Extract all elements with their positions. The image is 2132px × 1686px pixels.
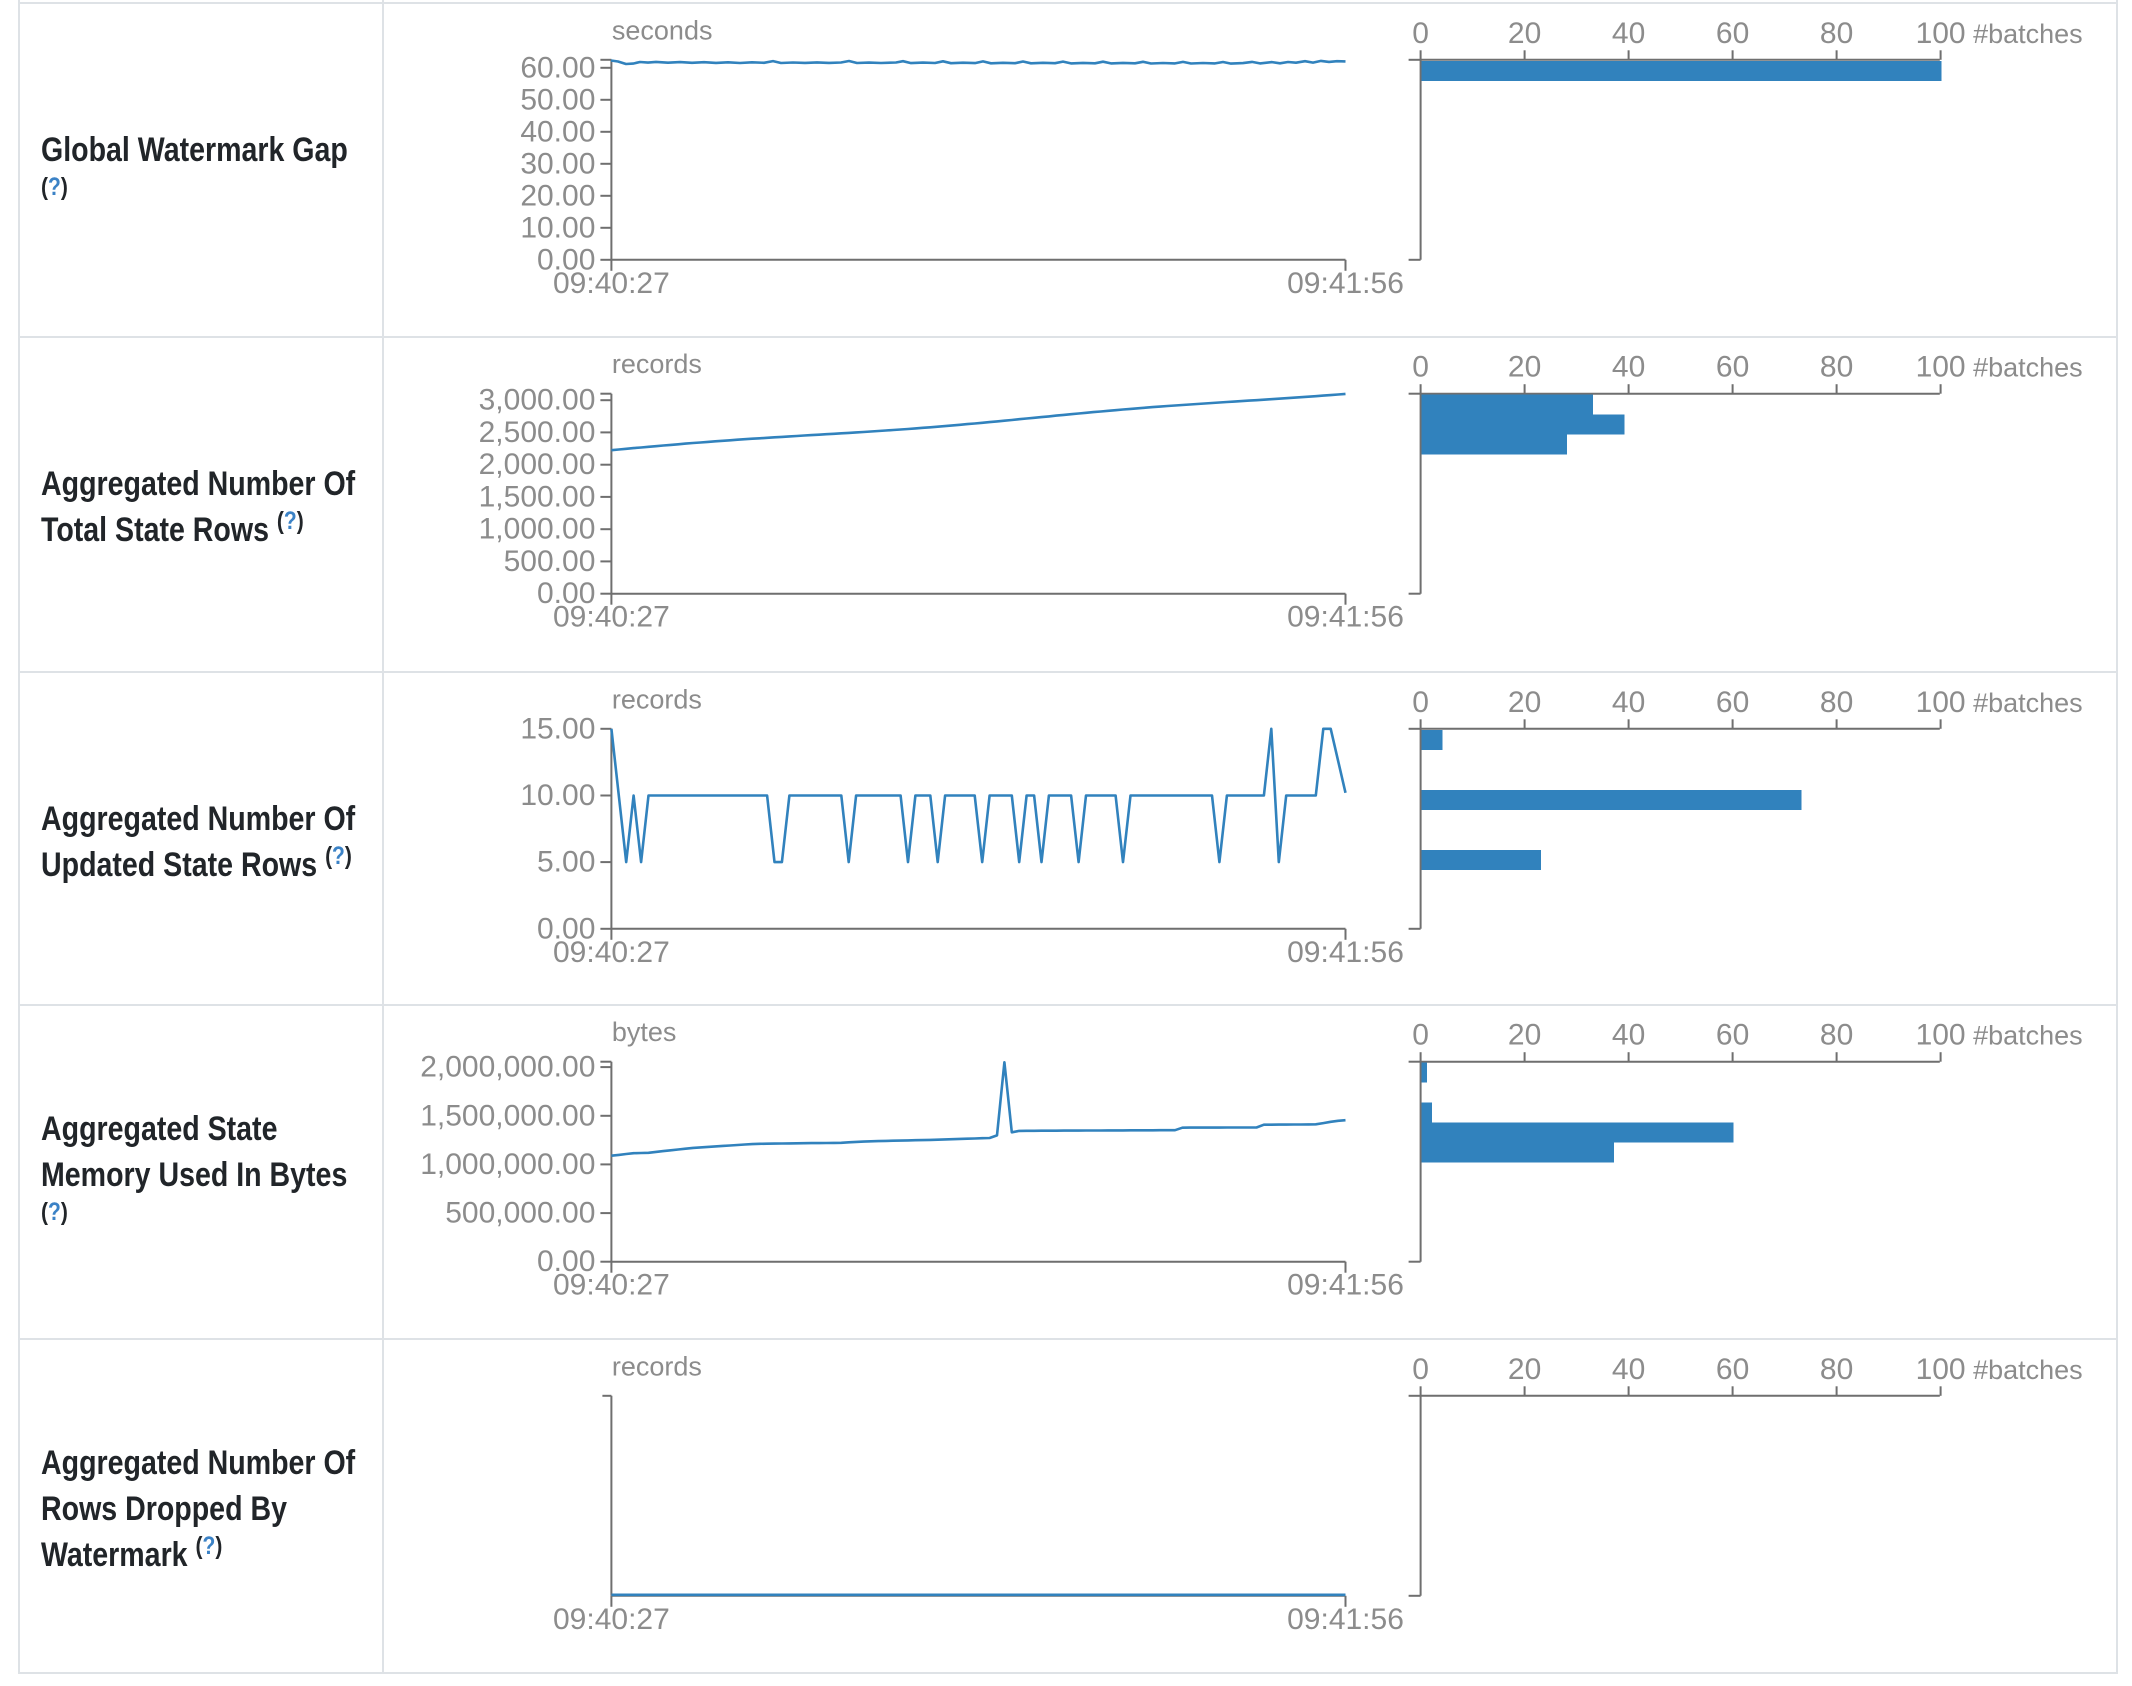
svg-text:40: 40 xyxy=(1612,17,1645,50)
svg-text:0: 0 xyxy=(1412,351,1429,384)
svg-text:60: 60 xyxy=(1716,1019,1749,1052)
svg-text:60.00: 60.00 xyxy=(520,51,595,84)
svg-text:60: 60 xyxy=(1716,17,1749,50)
svg-text:records: records xyxy=(612,1351,702,1381)
svg-text:0.00: 0.00 xyxy=(537,912,595,945)
svg-text:#batches: #batches xyxy=(1973,353,2083,383)
svg-text:60: 60 xyxy=(1716,686,1749,719)
svg-text:09:41:56: 09:41:56 xyxy=(1287,267,1404,300)
svg-text:09:40:27: 09:40:27 xyxy=(553,1603,670,1636)
svg-text:20.00: 20.00 xyxy=(520,179,595,212)
svg-text:40: 40 xyxy=(1612,686,1645,719)
svg-text:1,500.00: 1,500.00 xyxy=(479,480,596,513)
svg-text:80: 80 xyxy=(1820,1353,1853,1386)
svg-text:20: 20 xyxy=(1508,351,1541,384)
svg-text:20: 20 xyxy=(1508,1353,1541,1386)
svg-text:100: 100 xyxy=(1916,351,1966,384)
svg-text:2,000,000.00: 2,000,000.00 xyxy=(420,1051,595,1084)
svg-text:10.00: 10.00 xyxy=(520,211,595,244)
svg-text:40: 40 xyxy=(1612,351,1645,384)
svg-text:10.00: 10.00 xyxy=(520,779,595,812)
svg-text:1,000,000.00: 1,000,000.00 xyxy=(420,1148,595,1181)
svg-text:09:40:27: 09:40:27 xyxy=(553,601,670,634)
svg-text:5.00: 5.00 xyxy=(537,846,595,879)
svg-text:2,500.00: 2,500.00 xyxy=(479,416,596,449)
svg-text:0: 0 xyxy=(1412,686,1429,719)
svg-text:records: records xyxy=(612,684,702,714)
svg-text:0: 0 xyxy=(1412,1019,1429,1052)
svg-text:15.00: 15.00 xyxy=(520,712,595,745)
svg-text:#batches: #batches xyxy=(1973,1021,2083,1051)
svg-text:1,000.00: 1,000.00 xyxy=(479,513,596,546)
svg-text:09:41:56: 09:41:56 xyxy=(1287,936,1404,969)
svg-text:20: 20 xyxy=(1508,686,1541,719)
svg-text:0: 0 xyxy=(1412,17,1429,50)
svg-text:100: 100 xyxy=(1916,1019,1966,1052)
svg-text:80: 80 xyxy=(1820,351,1853,384)
svg-text:#batches: #batches xyxy=(1973,19,2083,49)
svg-text:09:41:56: 09:41:56 xyxy=(1287,1269,1404,1302)
svg-text:500.00: 500.00 xyxy=(504,545,596,578)
svg-text:0.00: 0.00 xyxy=(537,243,595,276)
svg-text:20: 20 xyxy=(1508,1019,1541,1052)
svg-text:500,000.00: 500,000.00 xyxy=(445,1197,595,1230)
svg-text:records: records xyxy=(612,349,702,379)
svg-text:0.00: 0.00 xyxy=(537,577,595,610)
svg-text:40: 40 xyxy=(1612,1019,1645,1052)
svg-text:1,500,000.00: 1,500,000.00 xyxy=(420,1099,595,1132)
svg-text:100: 100 xyxy=(1916,17,1966,50)
svg-text:bytes: bytes xyxy=(612,1017,677,1047)
svg-text:60: 60 xyxy=(1716,1353,1749,1386)
svg-text:0.00: 0.00 xyxy=(537,1245,595,1278)
svg-text:09:40:27: 09:40:27 xyxy=(553,936,670,969)
svg-text:80: 80 xyxy=(1820,17,1853,50)
svg-text:#batches: #batches xyxy=(1973,1355,2083,1385)
svg-text:40: 40 xyxy=(1612,1353,1645,1386)
svg-text:2,000.00: 2,000.00 xyxy=(479,448,596,481)
svg-text:0: 0 xyxy=(1412,1353,1429,1386)
svg-text:09:41:56: 09:41:56 xyxy=(1287,1603,1404,1636)
svg-text:60: 60 xyxy=(1716,351,1749,384)
svg-text:50.00: 50.00 xyxy=(520,83,595,116)
svg-text:09:41:56: 09:41:56 xyxy=(1287,601,1404,634)
svg-text:100: 100 xyxy=(1916,686,1966,719)
svg-text:80: 80 xyxy=(1820,1019,1853,1052)
svg-text:40.00: 40.00 xyxy=(520,115,595,148)
svg-text:100: 100 xyxy=(1916,1353,1966,1386)
svg-text:09:40:27: 09:40:27 xyxy=(553,267,670,300)
svg-text:80: 80 xyxy=(1820,686,1853,719)
svg-text:20: 20 xyxy=(1508,17,1541,50)
svg-text:#batches: #batches xyxy=(1973,688,2083,718)
svg-text:09:40:27: 09:40:27 xyxy=(553,1269,670,1302)
svg-text:3,000.00: 3,000.00 xyxy=(479,384,596,417)
svg-text:30.00: 30.00 xyxy=(520,147,595,180)
svg-text:seconds: seconds xyxy=(612,15,713,45)
